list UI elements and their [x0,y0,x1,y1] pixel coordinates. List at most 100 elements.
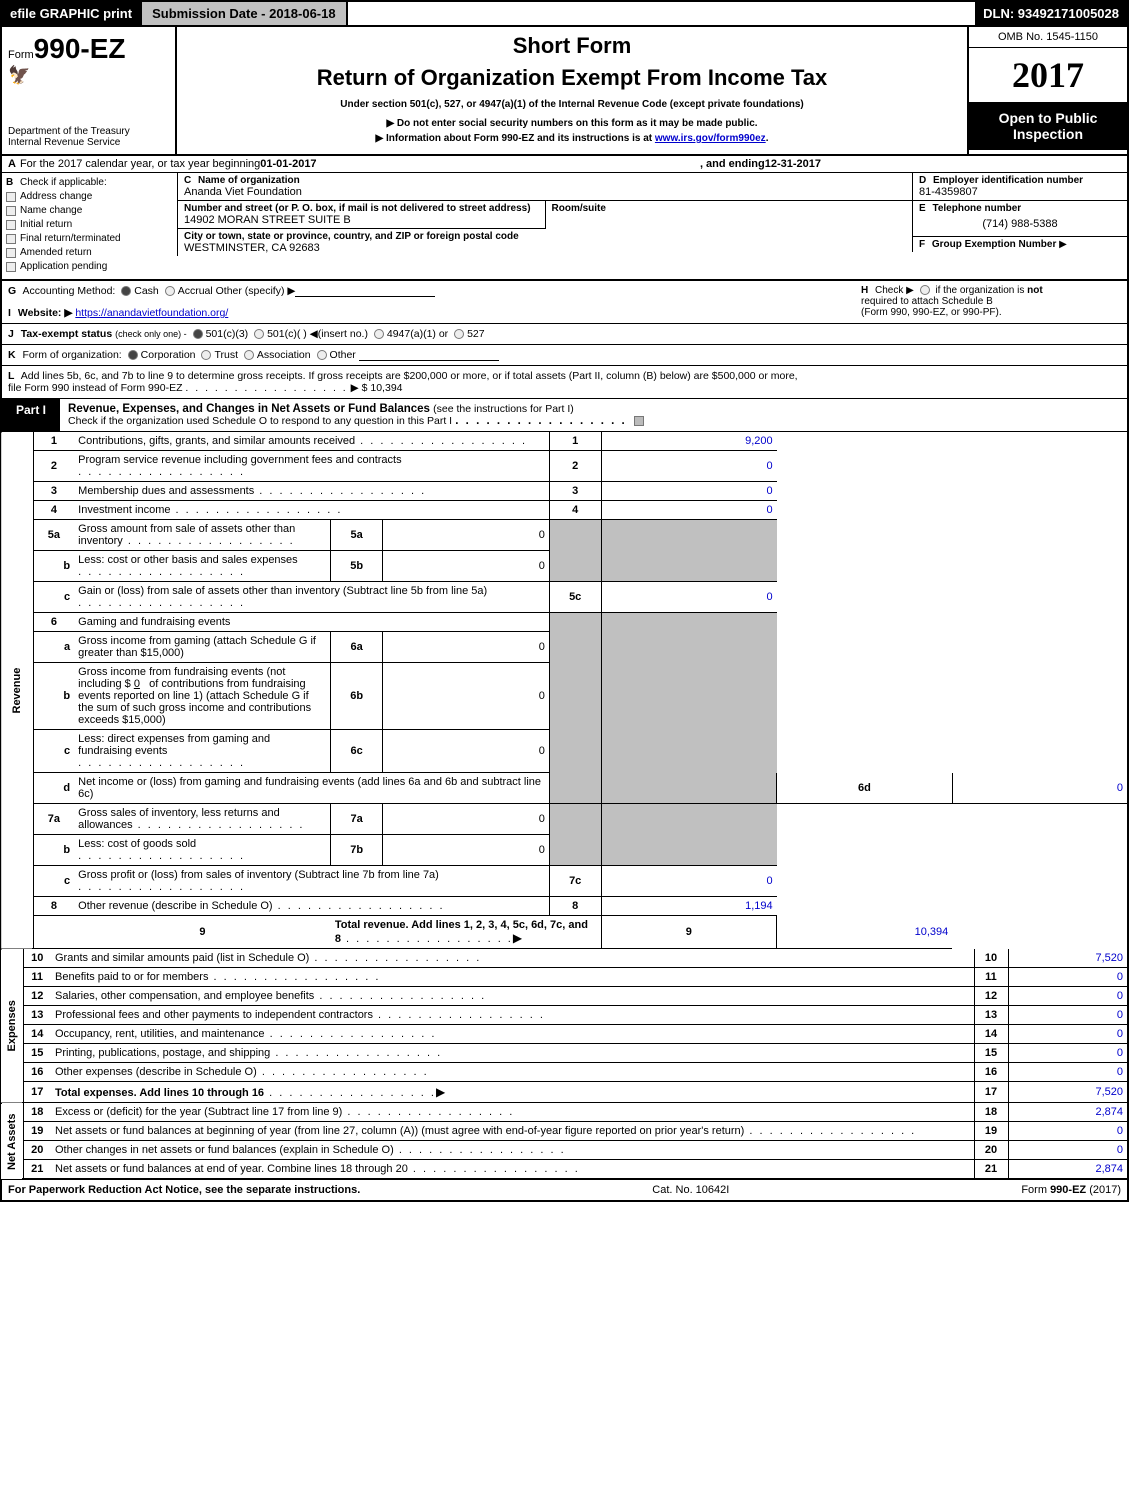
line-desc: Gross income from gaming (attach Schedul… [74,632,331,663]
box-number: 12 [974,987,1008,1006]
desc-text: Other revenue (describe in Schedule O) [78,900,272,912]
box-number: 16 [974,1063,1008,1082]
radio-h[interactable] [920,285,930,295]
dept-treasury: Department of the Treasury Internal Reve… [8,126,169,148]
footer-left: For Paperwork Reduction Act Notice, see … [8,1184,360,1196]
checkbox-icon [6,206,16,216]
radio-other[interactable] [317,350,327,360]
part-i-label: Part I [2,399,60,431]
section-j: J Tax-exempt status (check only one) - 5… [0,324,1129,345]
desc-text: Contributions, gifts, grants, and simila… [78,435,355,447]
section-def: D Employer identification number 81-4359… [912,173,1127,279]
radio-501c[interactable] [254,329,264,339]
label-b: B [6,177,13,188]
radio-4947[interactable] [374,329,384,339]
box-value: 1,194 [601,897,777,916]
line-desc: Gross sales of inventory, less returns a… [74,804,331,835]
shaded-cell [601,520,777,582]
org-name-cell: C Name of organization Ananda Viet Found… [177,173,912,201]
group-exempt-label: Group Exemption Number [932,239,1056,250]
other-specify-blank [295,296,435,297]
footer-right: Form 990-EZ (2017) [1021,1184,1121,1196]
radio-accrual[interactable] [165,286,175,296]
box-value: 0 [1008,1044,1128,1063]
desc-text: Grants and similar amounts paid (list in… [55,952,309,964]
radio-501c3[interactable] [193,329,203,339]
efile-label: efile GRAPHIC print [2,2,140,25]
opt-501c3: 501(c)(3) [206,328,249,340]
inner-box-value: 0 [382,730,549,773]
line-desc: Contributions, gifts, grants, and simila… [74,432,549,451]
checkbox-icon [6,248,16,258]
chk-application-pending[interactable]: Application pending [6,261,173,272]
part-i-check-line: Check if the organization used Schedule … [68,415,452,427]
chk-final-return[interactable]: Final return/terminated [6,233,173,244]
desc-text: Excess or (deficit) for the year (Subtra… [55,1106,342,1118]
chk-name-change[interactable]: Name change [6,205,173,216]
line-number: 16 [23,1063,51,1082]
expenses-table: Expenses 10 Grants and similar amounts p… [0,949,1129,1103]
checkbox-icon [6,220,16,230]
line-desc: Gain or (loss) from sale of assets other… [74,582,549,613]
street-value: 14902 MORAN STREET SUITE B [184,214,539,226]
form-prefix: Form [8,49,34,61]
box-value: 0 [952,773,1128,804]
box-value: 2,874 [1008,1103,1128,1122]
box-number: 19 [974,1122,1008,1141]
triangle-icon: ▶ [436,1085,445,1099]
line-number: 7a [33,804,74,835]
section-g: G Accounting Method: Cash Accrual Other … [8,285,435,319]
line-13: 13Professional fees and other payments t… [1,1006,1128,1025]
radio-trust[interactable] [201,350,211,360]
radio-527[interactable] [454,329,464,339]
opt-4947: 4947(a)(1) or [387,328,448,340]
revenue-table: Revenue 1 Contributions, gifts, grants, … [0,432,1129,949]
phone-label: Telephone number [932,203,1021,214]
inner-box-number: 7b [331,835,383,866]
irs-link[interactable]: www.irs.gov/form990ez [655,133,766,144]
street-label: Number and street (or P. O. box, if mail… [184,203,539,214]
box-value: 0 [1008,968,1128,987]
check-if-applicable: Check if applicable: [20,177,107,188]
box-number: 20 [974,1141,1008,1160]
desc-text: Membership dues and assessments [78,485,254,497]
line-21: 21Net assets or fund balances at end of … [1,1160,1128,1180]
label-e: E [919,203,926,214]
chk-address-change[interactable]: Address change [6,191,173,202]
box-number: 2 [549,451,601,482]
box-value: 0 [601,482,777,501]
form-header: Form990-EZ 🦅 Department of the Treasury … [0,27,1129,156]
opt-other-k: Other [330,349,356,361]
line-14: 14Occupancy, rent, utilities, and mainte… [1,1025,1128,1044]
line-desc: Less: direct expenses from gaming and fu… [74,730,331,773]
box-number: 18 [974,1103,1008,1122]
line-number: 3 [33,482,74,501]
form-subtitle: Under section 501(c), 527, or 4947(a)(1)… [183,99,961,110]
ein-label: Employer identification number [933,175,1083,186]
underline-amount: 0 [134,678,140,690]
box-value: 0 [1008,1141,1128,1160]
radio-cash[interactable] [121,286,131,296]
h-text4: (Form 990, 990-EZ, or 990-PF). [861,307,1002,318]
website-label: Website: ▶ [18,307,73,319]
line-number: 15 [23,1044,51,1063]
chk-initial-return[interactable]: Initial return [6,219,173,230]
chk-label: Name change [20,205,82,216]
dept-line1: Department of the Treasury [8,126,169,137]
line-11: 11Benefits paid to or for members110 [1,968,1128,987]
part-i-title-cell: Revenue, Expenses, and Changes in Net As… [60,399,1127,431]
inner-box-number: 5a [331,520,383,551]
line-desc: Benefits paid to or for members [51,968,974,987]
schedule-o-checkbox[interactable] [634,416,644,426]
line-10: Expenses 10 Grants and similar amounts p… [1,949,1128,968]
website-link[interactable]: https://anandavietfoundation.org/ [75,307,228,319]
radio-corporation[interactable] [128,350,138,360]
box-value: 0 [601,866,777,897]
part-i-header: Part I Revenue, Expenses, and Changes in… [0,399,1129,432]
line-desc: Printing, publications, postage, and shi… [51,1044,974,1063]
radio-association[interactable] [244,350,254,360]
h-text2: if the organization is [935,285,1024,296]
inner-box-value: 0 [382,663,549,730]
chk-amended-return[interactable]: Amended return [6,247,173,258]
desc-text: Other changes in net assets or fund bala… [55,1144,394,1156]
